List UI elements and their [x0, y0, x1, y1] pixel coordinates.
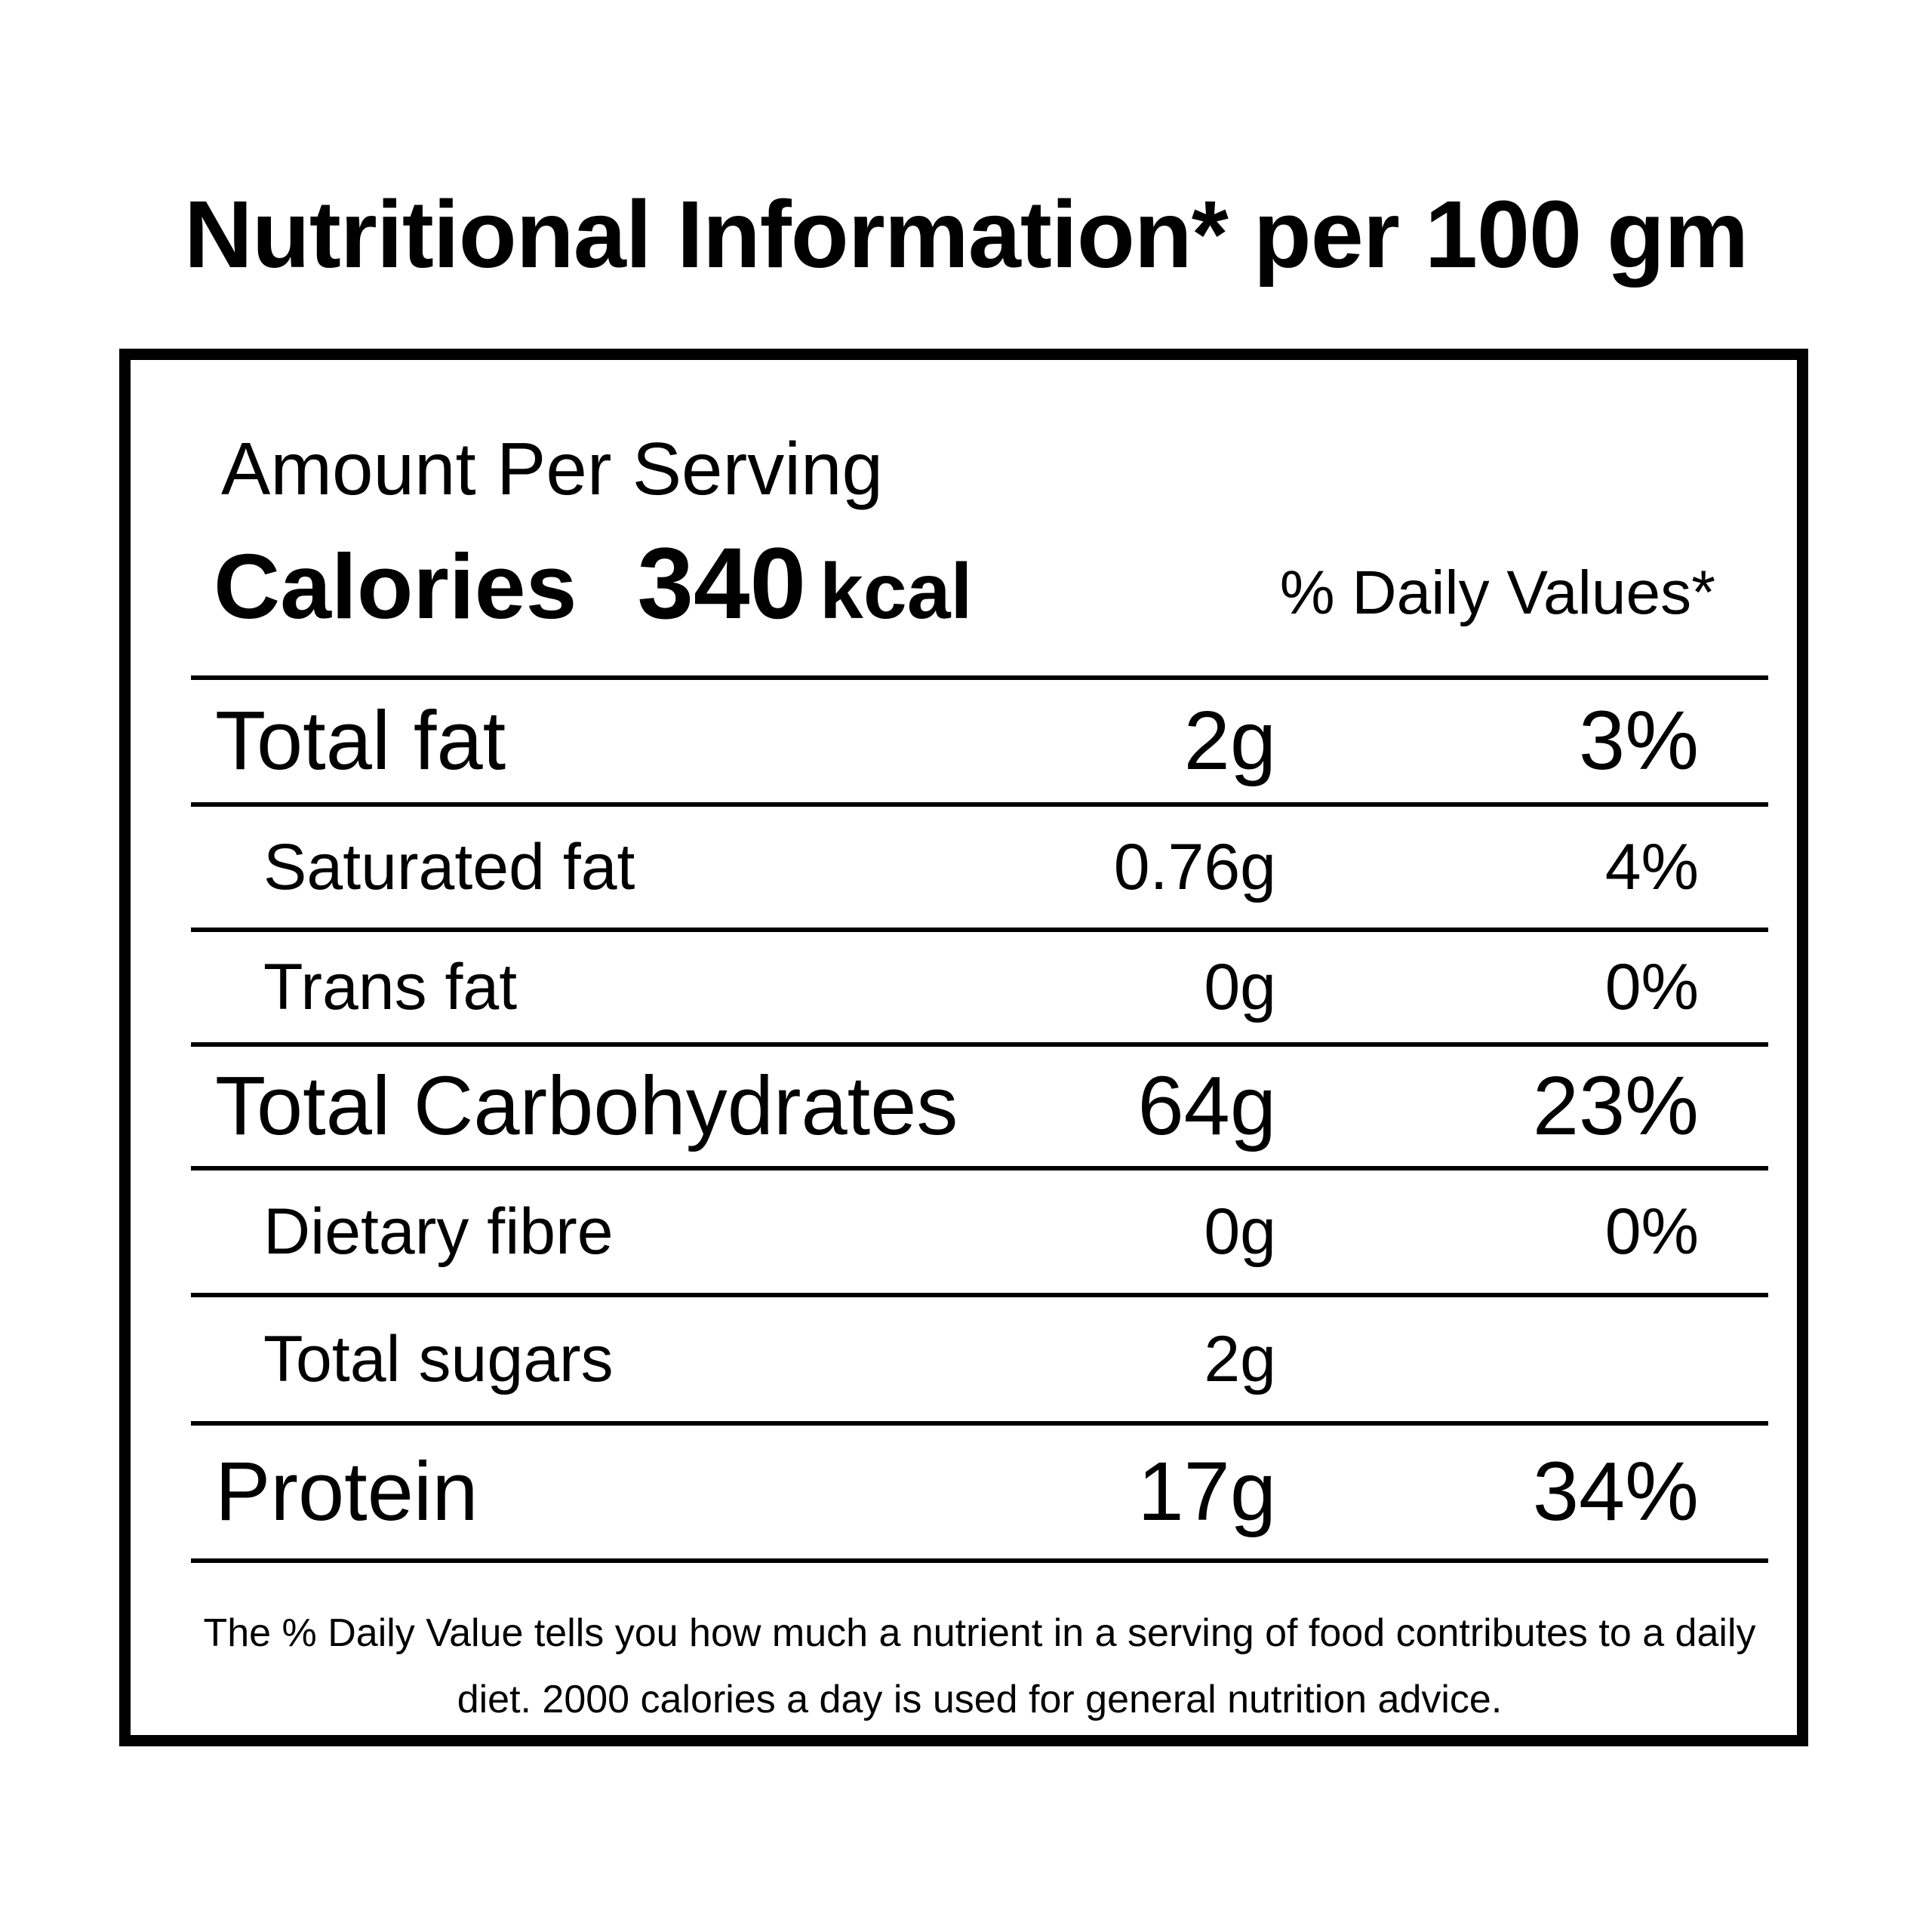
- nutrient-daily-value: 4%: [1604, 831, 1699, 903]
- nutrient-name: Total sugars: [263, 1323, 614, 1395]
- nutrient-amount: 0g: [1204, 951, 1276, 1023]
- nutrient-row-trans-fat: Trans fat 0g 0%: [191, 932, 1768, 1042]
- divider: [191, 1293, 1768, 1297]
- nutrient-name: Trans fat: [263, 951, 518, 1023]
- daily-values-header: % Daily Values*: [1279, 558, 1715, 627]
- divider: [191, 1558, 1768, 1563]
- nutrient-daily-value: 0%: [1604, 1195, 1699, 1268]
- calories-unit: kcal: [820, 548, 973, 635]
- nutrient-amount: 0.76g: [1113, 831, 1276, 903]
- divider: [191, 1042, 1768, 1047]
- nutrient-row-saturated-fat: Saturated fat 0.76g 4%: [191, 807, 1768, 928]
- nutrient-daily-value: 23%: [1532, 1060, 1699, 1152]
- nutrient-daily-value: 34%: [1532, 1445, 1699, 1538]
- nutrient-name: Total fat: [215, 694, 506, 787]
- nutrient-row-total-fat: Total fat 2g 3%: [191, 680, 1768, 802]
- amount-per-serving-label: Amount Per Serving: [221, 427, 883, 510]
- divider: [191, 1421, 1768, 1426]
- nutrient-daily-value: 3%: [1579, 694, 1699, 787]
- nutrient-amount: 0g: [1204, 1195, 1276, 1268]
- nutrient-amount: 17g: [1137, 1445, 1276, 1538]
- nutrient-amount: 2g: [1183, 694, 1276, 787]
- nutrient-row-dietary-fibre: Dietary fibre 0g 0%: [191, 1171, 1768, 1293]
- nutrient-name: Dietary fibre: [263, 1195, 614, 1268]
- nutrient-name: Protein: [215, 1445, 478, 1538]
- calories-row: Calories 340 kcal: [214, 534, 972, 635]
- divider: [191, 928, 1768, 932]
- nutrient-amount: 2g: [1204, 1323, 1276, 1395]
- daily-value-footnote: The % Daily Value tells you how much a n…: [203, 1611, 1756, 1721]
- nutrient-row-total-carbohydrates: Total Carbohydrates 64g 23%: [191, 1047, 1768, 1166]
- calories-label: Calories: [214, 535, 577, 638]
- divider: [191, 1166, 1768, 1171]
- nutrient-row-protein: Protein 17g 34%: [191, 1426, 1768, 1558]
- nutrient-name: Total Carbohydrates: [215, 1060, 958, 1152]
- divider: [191, 675, 1768, 680]
- nutrient-name: Saturated fat: [263, 831, 635, 903]
- nutrition-facts-panel: Amount Per Serving Calories 340 kcal % Dai…: [119, 349, 1808, 1746]
- divider: [191, 802, 1768, 807]
- calories-value: 340: [637, 528, 807, 640]
- nutrient-amount: 64g: [1137, 1060, 1276, 1152]
- page-title: Nutritional Information* per 100 gm: [183, 181, 1749, 288]
- nutrient-daily-value: 0%: [1604, 951, 1699, 1023]
- nutrient-row-total-sugars: Total sugars 2g: [191, 1297, 1768, 1421]
